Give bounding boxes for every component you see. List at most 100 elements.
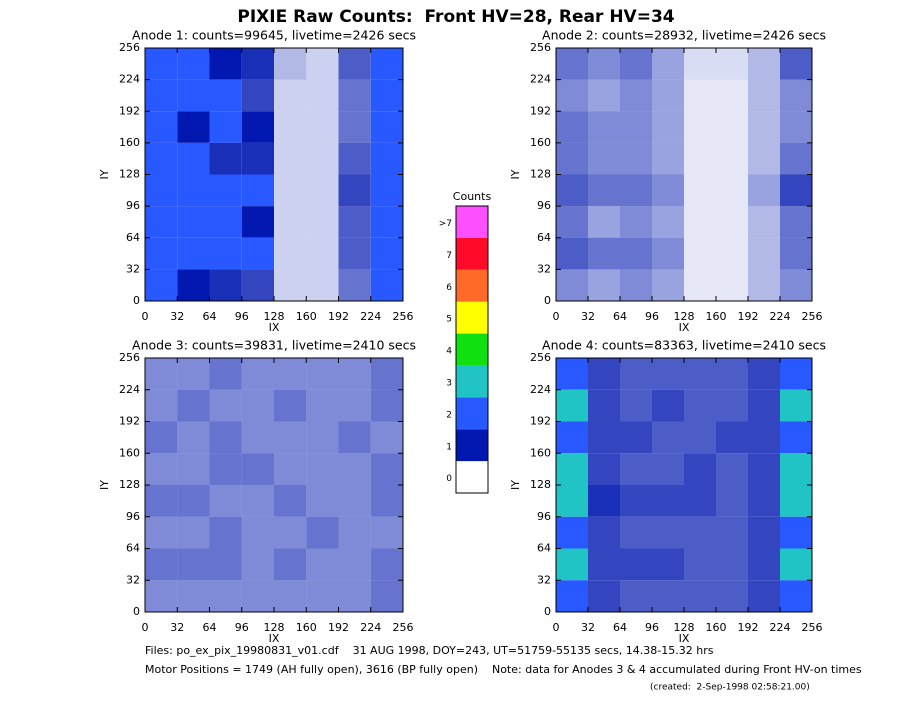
heat-cell	[588, 485, 620, 517]
heat-cell	[145, 111, 178, 143]
x-axis-label: IX	[269, 632, 280, 645]
heat-cell	[177, 269, 210, 301]
x-tick-label: 32	[581, 621, 595, 634]
heat-cell	[652, 389, 684, 422]
y-tick-label: 192	[530, 415, 551, 428]
heat-cell	[588, 79, 620, 112]
heat-cell	[209, 580, 242, 612]
heat-cell	[716, 421, 748, 454]
x-axis-label: IX	[679, 632, 690, 645]
y-tick-label: 32	[537, 262, 551, 275]
heat-cell	[716, 389, 748, 422]
heat-cell	[145, 421, 178, 454]
heat-cell	[556, 237, 588, 270]
colorbar-label: 3	[446, 378, 452, 388]
y-tick-label: 32	[126, 262, 140, 275]
heat-cell	[370, 111, 403, 143]
heat-cell	[241, 79, 274, 112]
x-tick-label: 160	[296, 310, 317, 323]
heat-cell	[716, 580, 748, 612]
heat-cell	[370, 421, 403, 454]
heat-cell	[556, 421, 588, 454]
heat-cell	[241, 48, 274, 80]
heat-cell	[556, 206, 588, 238]
heat-cell	[209, 206, 242, 238]
heat-cell	[748, 174, 780, 207]
heat-cell	[241, 269, 274, 301]
heat-cell	[145, 79, 178, 112]
heat-cell	[145, 516, 178, 549]
heat-cell	[684, 453, 716, 485]
heat-cell	[620, 269, 652, 301]
heat-cell	[306, 269, 339, 301]
x-tick-label: 32	[170, 310, 184, 323]
footer-line: Files: po_ex_pix_19980831_v01.cdf 31 AUG…	[145, 644, 714, 657]
heat-cell	[209, 485, 242, 517]
colorbar-swatch	[456, 269, 488, 302]
heat-cell	[780, 516, 812, 549]
heat-cell	[652, 174, 684, 207]
y-tick-label: 96	[126, 199, 140, 212]
x-tick-label: 0	[553, 621, 560, 634]
heat-cell	[716, 453, 748, 485]
heat-cell	[684, 548, 716, 581]
colorbar-title: Counts	[453, 190, 492, 203]
heat-cell	[177, 174, 210, 207]
heat-cell	[652, 453, 684, 485]
x-tick-label: 96	[235, 621, 249, 634]
heat-cell	[588, 237, 620, 270]
heat-cell	[748, 580, 780, 612]
heat-cell	[306, 358, 339, 390]
heat-cell	[620, 142, 652, 175]
heat-cell	[780, 174, 812, 207]
heat-cell	[780, 421, 812, 454]
heat-cell	[652, 48, 684, 80]
plot-title: Anode 3: counts=39831, livetime=2410 sec…	[132, 338, 416, 353]
heat-cell	[556, 111, 588, 143]
heat-cell	[556, 142, 588, 175]
heat-cell	[338, 142, 371, 175]
heat-cell	[556, 516, 588, 549]
colorbar-label: 6	[446, 283, 452, 293]
heat-cell	[620, 516, 652, 549]
heat-cell	[274, 358, 307, 390]
heat-cell	[556, 548, 588, 581]
colorbar-swatch	[456, 237, 488, 270]
heat-cell	[620, 580, 652, 612]
heat-cell	[556, 580, 588, 612]
heat-cell	[716, 358, 748, 390]
heat-cell	[274, 485, 307, 517]
colorbar-swatch	[456, 206, 488, 238]
heat-cell	[716, 111, 748, 143]
y-tick-label: 192	[119, 415, 140, 428]
heat-cell	[145, 389, 178, 422]
heat-cell	[241, 580, 274, 612]
x-tick-label: 96	[645, 621, 659, 634]
heat-cell	[620, 389, 652, 422]
heat-cell	[306, 453, 339, 485]
heat-cell	[177, 485, 210, 517]
y-tick-label: 224	[119, 383, 140, 396]
heat-cell	[241, 453, 274, 485]
heat-cell	[370, 485, 403, 517]
heat-cell	[209, 111, 242, 143]
heat-cell	[620, 453, 652, 485]
heat-cell	[684, 79, 716, 112]
heat-cell	[588, 142, 620, 175]
heat-cell	[145, 485, 178, 517]
heat-cell	[306, 389, 339, 422]
heat-cell	[338, 453, 371, 485]
x-tick-label: 32	[170, 621, 184, 634]
page-title: PIXIE Raw Counts: Front HV=28, Rear HV=3…	[237, 7, 674, 27]
heat-cell	[652, 485, 684, 517]
x-tick-label: 128	[674, 621, 695, 634]
heat-cell	[588, 548, 620, 581]
x-tick-label: 64	[613, 310, 627, 323]
heat-cell	[274, 237, 307, 270]
heat-cell	[588, 174, 620, 207]
heat-cell	[241, 142, 274, 175]
heat-cell	[145, 174, 178, 207]
heat-cell	[684, 389, 716, 422]
heat-cell	[274, 48, 307, 80]
heat-cell	[370, 237, 403, 270]
